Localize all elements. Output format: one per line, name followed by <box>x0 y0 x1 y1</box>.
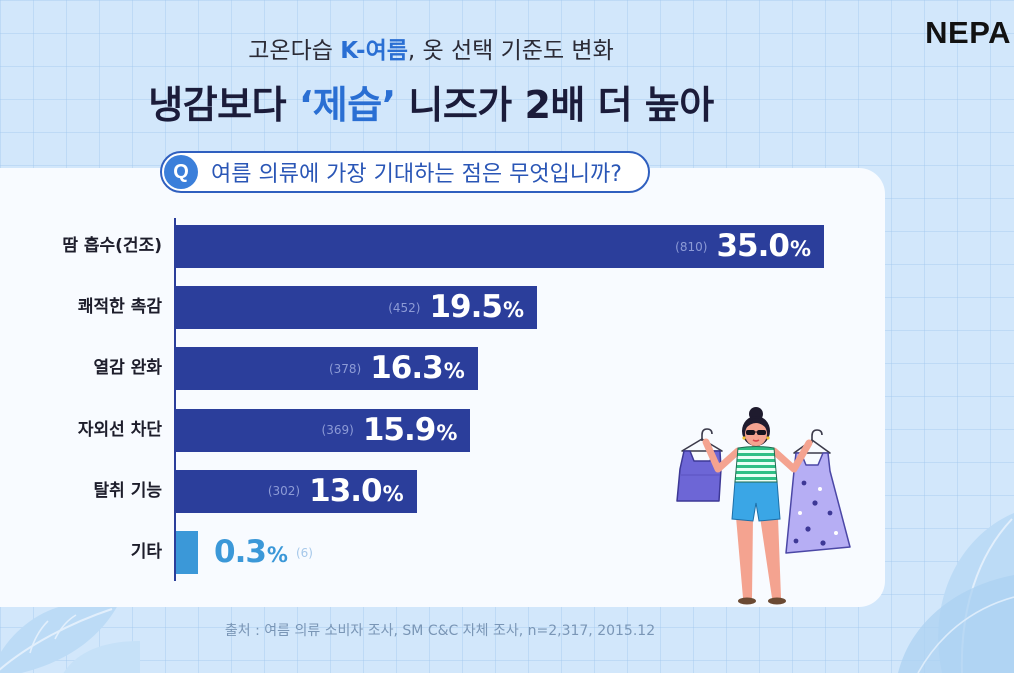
subtitle-text: , 옷 선택 기준도 변화 <box>407 38 614 64</box>
category-label: 열감 완화 <box>93 358 162 379</box>
bar: (452) 19.5% <box>176 286 538 330</box>
title-highlight: ‘제습’ <box>298 83 396 127</box>
value-unit: % <box>382 481 404 506</box>
question-pill: Q 여름 의류에 가장 기대하는 점은 무엇입니까? <box>160 151 650 193</box>
subtitle-text: 고온다습 <box>248 38 341 64</box>
value-unit: % <box>436 420 457 445</box>
bar-row: 자외선 차단 (369) 15.9% <box>0 408 880 452</box>
value-unit: % <box>789 237 811 261</box>
subtitle-highlight: K-여름 <box>340 38 408 64</box>
subtitle: 고온다습 K-여름, 옷 선택 기준도 변화 <box>0 31 862 65</box>
y-axis-line <box>174 218 176 581</box>
value-number: 19.5 <box>429 289 502 326</box>
brand-logo: NEPA <box>925 15 1011 50</box>
title-text: 니즈가 2배 더 높아 <box>395 83 714 127</box>
bar: (378) 16.3% <box>176 347 478 391</box>
value-label: 15.9% <box>362 411 458 448</box>
bar-row: 열감 완화 (378) 16.3% <box>0 347 880 391</box>
title-text: 냉감보다 <box>148 83 299 127</box>
question-text: 여름 의류에 가장 기대하는 점은 무엇입니까? <box>211 162 622 187</box>
count-label: (302) <box>267 484 301 499</box>
value-number: 15.9 <box>362 411 436 448</box>
category-label: 탈취 기능 <box>93 480 162 501</box>
value-label: 35.0% <box>716 228 811 264</box>
value-number: 0.3 <box>214 534 267 570</box>
value-unit: % <box>443 359 465 384</box>
page-title: 냉감보다 ‘제습’ 니즈가 2배 더 높아 <box>0 74 862 129</box>
category-label: 자외선 차단 <box>77 419 162 440</box>
category-label: 기타 <box>130 542 162 562</box>
bar: (369) 15.9% <box>176 408 471 452</box>
count-label: (810) <box>675 239 708 254</box>
source-note: 출처 : 여름 의류 소비자 조사, SM C&C 자체 조사, n=2,317… <box>224 623 656 639</box>
value-unit: % <box>502 298 524 323</box>
leaf-decoration-left <box>0 601 140 673</box>
bar-row: 탈취 기능 (302) 13.0% <box>0 469 880 513</box>
category-label: 쾌적한 촉감 <box>77 297 162 318</box>
shopper-illustration <box>676 407 851 605</box>
outside-label: 0.3% (6) <box>214 531 313 574</box>
value-number: 16.3 <box>370 350 443 387</box>
value-number: 35.0 <box>716 228 789 264</box>
value-unit: % <box>266 543 288 567</box>
bar-chart: 땀 흡수(건조) (810) 35.0% 쾌적한 촉감 (452) 19.5% 열감 완화 (… <box>0 215 880 590</box>
value-label: 16.3% <box>370 350 465 387</box>
question-badge: Q <box>164 155 198 189</box>
value-label: 0.3% <box>214 534 288 570</box>
value-label: 19.5% <box>429 289 524 326</box>
leaf-decoration-right <box>898 513 1014 673</box>
count-label: (378) <box>328 361 362 376</box>
bar: (810) 35.0% <box>176 225 824 268</box>
lavender-dress-on-hanger <box>785 429 851 554</box>
bar-row: 기타 0.3% (6) <box>0 531 880 574</box>
bar <box>176 531 198 574</box>
bar-row: 땀 흡수(건조) (810) 35.0% <box>0 225 880 268</box>
count-label: (6) <box>295 545 313 560</box>
bar: (302) 13.0% <box>176 469 417 513</box>
purple-top-on-hanger <box>676 428 723 502</box>
woman-figure <box>702 407 813 605</box>
count-label: (452) <box>388 300 421 315</box>
value-label: 13.0% <box>309 472 404 509</box>
category-label: 땀 흡수(건조) <box>62 236 162 256</box>
value-number: 13.0 <box>309 472 382 509</box>
count-label: (369) <box>321 423 354 438</box>
bar-row: 쾌적한 촉감 (452) 19.5% <box>0 286 880 330</box>
